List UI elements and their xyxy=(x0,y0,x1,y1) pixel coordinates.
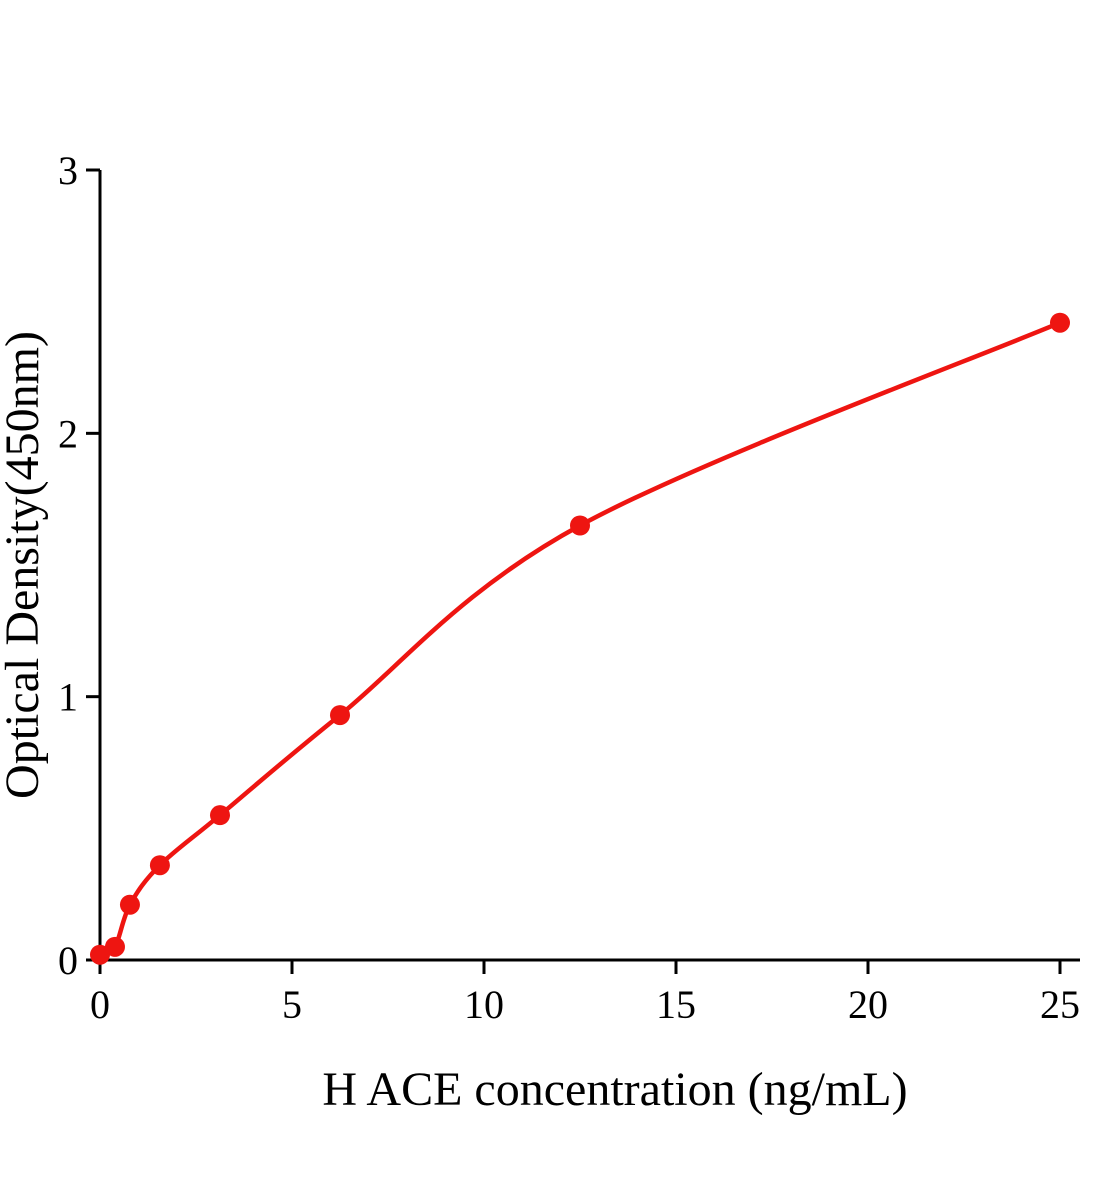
y-tick-label: 3 xyxy=(58,148,78,193)
x-tick-label: 15 xyxy=(656,982,696,1027)
data-point xyxy=(570,515,590,536)
data-point xyxy=(90,944,110,965)
fit-curve xyxy=(97,320,1063,957)
y-tick-label: 2 xyxy=(58,411,78,456)
y-tick-label: 0 xyxy=(58,938,78,983)
x-tick-label: 5 xyxy=(282,982,302,1027)
data-point xyxy=(149,855,170,876)
x-axis-title: H ACE concentration (ng/mL) xyxy=(322,1063,907,1116)
x-tick-label: 0 xyxy=(90,982,110,1027)
data-point xyxy=(330,705,350,726)
x-tick-label: 20 xyxy=(848,982,888,1027)
y-axis-title: Optical Density(450nm) xyxy=(0,331,49,799)
data-point xyxy=(104,936,125,957)
y-tick-label: 1 xyxy=(58,675,78,720)
x-tick-label: 25 xyxy=(1040,982,1080,1027)
data-point xyxy=(210,805,230,826)
data-point xyxy=(119,894,140,915)
x-tick-label: 10 xyxy=(464,982,504,1027)
data-point xyxy=(1050,312,1070,333)
